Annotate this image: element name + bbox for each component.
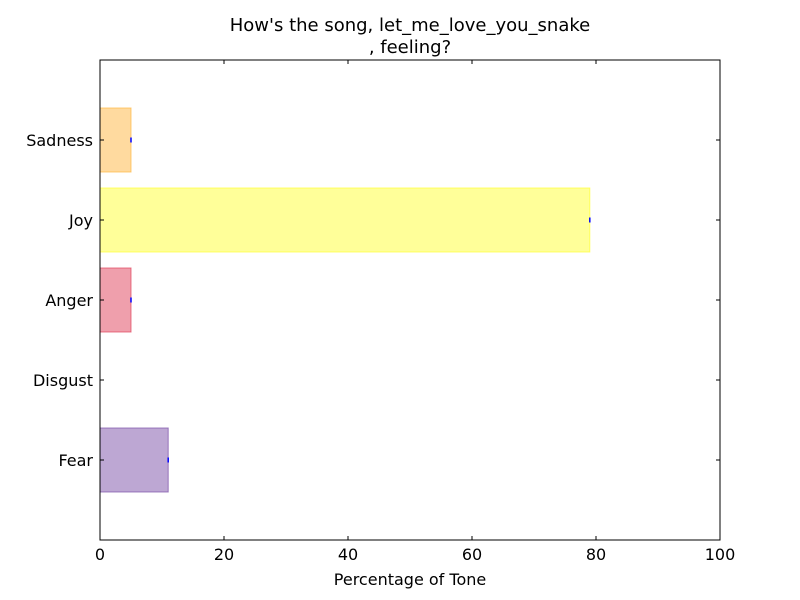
x-tick-label-40: 40	[338, 545, 358, 564]
chart-title-line-2: , feeling?	[369, 37, 451, 58]
bar-sadness	[99, 107, 132, 173]
x-tick-label-20: 20	[214, 545, 234, 564]
x-tick-label-0: 0	[95, 545, 105, 564]
y-tick-label-fear: Fear	[58, 451, 93, 470]
x-ticks: 0 20 40 60 80 100	[95, 60, 735, 564]
x-tick-label-80: 80	[586, 545, 606, 564]
x-tick-label-60: 60	[462, 545, 482, 564]
y-ticks: Fear Disgust Anger Joy Sadness	[26, 131, 720, 470]
y-tick-label-joy: Joy	[68, 211, 93, 230]
bar-fear	[99, 427, 169, 493]
chart-title-line-1: How's the song, let_me_love_you_snake	[230, 15, 590, 36]
y-tick-label-anger: Anger	[45, 291, 93, 310]
bar-joy	[99, 187, 591, 253]
y-tick-label-disgust: Disgust	[33, 371, 93, 390]
y-tick-label-sadness: Sadness	[26, 131, 93, 150]
x-tick-label-100: 100	[705, 545, 736, 564]
bar-anger	[99, 267, 132, 333]
plot-frame	[99, 59, 721, 541]
bars	[99, 107, 591, 493]
x-axis-label: Percentage of Tone	[334, 570, 486, 589]
